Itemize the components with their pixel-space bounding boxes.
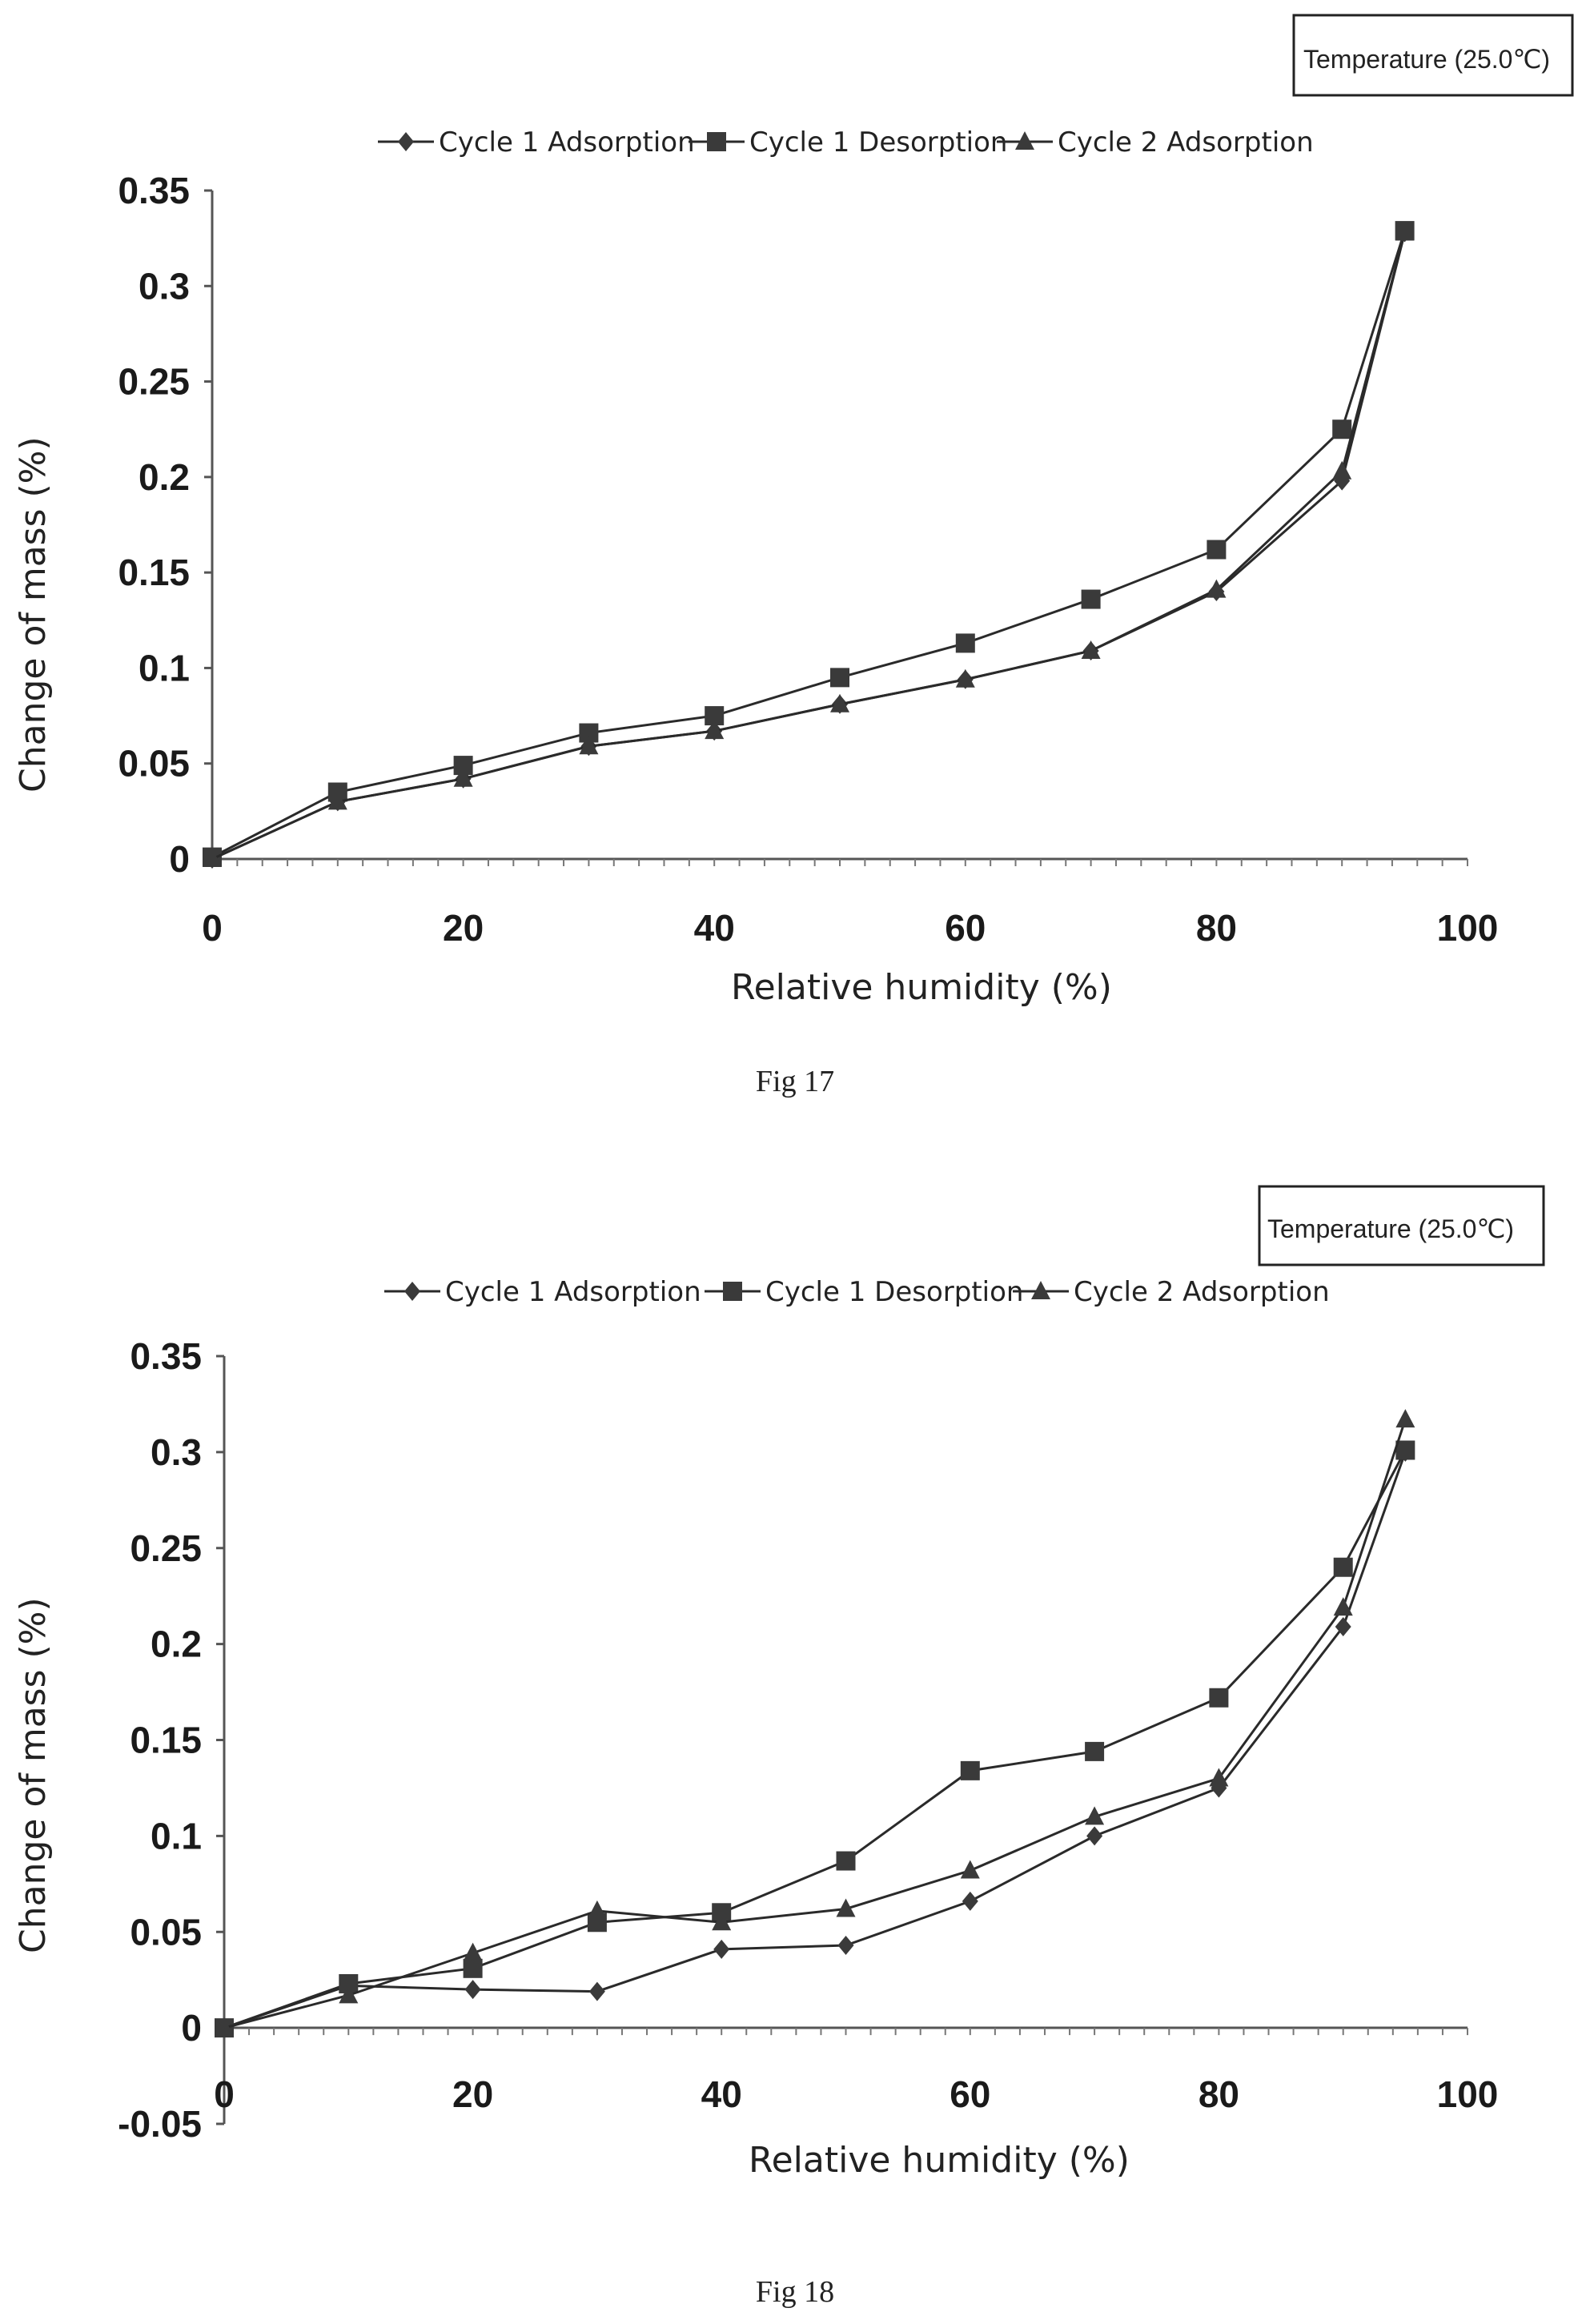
y-tick-label: 0.05 bbox=[130, 1911, 202, 1953]
data-point-triangle bbox=[705, 720, 725, 740]
temperature-note-box bbox=[1292, 14, 1574, 97]
data-point-triangle bbox=[1209, 1768, 1229, 1787]
temperature-note: Temperature (25.0℃) bbox=[1303, 45, 1550, 74]
y-tick-label: 0.15 bbox=[130, 1720, 202, 1761]
y-tick-label: 0.1 bbox=[151, 1815, 202, 1856]
data-point-square bbox=[1207, 540, 1227, 560]
series-line-triangle bbox=[223, 1419, 1407, 2029]
series-line-diamond bbox=[223, 1451, 1407, 2029]
y-tick-label: 0.1 bbox=[139, 647, 190, 688]
data-point-triangle bbox=[1332, 460, 1352, 480]
data-point-triangle bbox=[1395, 222, 1415, 241]
legend-label: Cycle 2 Adsorption bbox=[1074, 1276, 1330, 1308]
x-tick-label: 40 bbox=[694, 907, 735, 949]
data-point-triangle bbox=[203, 849, 222, 867]
data-point-square bbox=[1332, 419, 1352, 440]
legend-label: Cycle 1 Adsorption bbox=[445, 1276, 701, 1308]
legend-marker-diamond bbox=[404, 1282, 420, 1301]
chart-fig17: Temperature (25.0℃) Relative humidity (%… bbox=[13, 14, 1574, 1098]
data-point-triangle bbox=[955, 668, 975, 688]
data-point-diamond bbox=[1335, 1617, 1351, 1637]
data-point-square bbox=[955, 633, 975, 653]
data-point-triangle bbox=[579, 736, 599, 755]
y-tick-label: 0.05 bbox=[118, 743, 190, 785]
x-tick-label: 0 bbox=[202, 907, 223, 949]
legend-marker-diamond bbox=[398, 132, 414, 151]
figure-caption: Fig 17 bbox=[756, 1065, 834, 1098]
data-point-diamond bbox=[464, 1980, 481, 2000]
data-point-triangle bbox=[327, 791, 347, 810]
x-tick-label: 60 bbox=[945, 907, 986, 949]
legend-marker-triangle bbox=[1031, 1281, 1050, 1299]
y-tick-label: 0.2 bbox=[139, 456, 190, 498]
data-point-square bbox=[1085, 1741, 1105, 1761]
data-point-triangle bbox=[587, 1900, 607, 1919]
data-point-diamond bbox=[837, 1936, 854, 1956]
legend-marker-square bbox=[723, 1282, 742, 1301]
data-point-square bbox=[463, 1958, 483, 1978]
y-tick-label: 0.3 bbox=[139, 265, 190, 307]
legend-label: Cycle 1 Desorption bbox=[749, 126, 1007, 159]
y-axis-title: Change of mass (%) bbox=[13, 1597, 54, 1953]
legend-label: Cycle 1 Adsorption bbox=[439, 126, 695, 159]
x-tick-label: 60 bbox=[950, 2073, 990, 2115]
data-point-square bbox=[1395, 1440, 1415, 1460]
legend-label: Cycle 1 Desorption bbox=[765, 1276, 1023, 1308]
y-tick-label: -0.05 bbox=[118, 2103, 202, 2145]
chart-fig18: Temperature (25.0℃) Relative humidity (%… bbox=[13, 1185, 1545, 2309]
data-point-triangle bbox=[960, 1860, 980, 1879]
y-tick-label: 0.35 bbox=[130, 1335, 202, 1377]
y-tick-label: 0.3 bbox=[151, 1431, 202, 1473]
temperature-note: Temperature (25.0℃) bbox=[1267, 1214, 1514, 1243]
data-point-square bbox=[1209, 1688, 1229, 1708]
y-tick-label: 0 bbox=[181, 2007, 202, 2049]
y-tick-label: 0.2 bbox=[151, 1624, 202, 1665]
data-point-triangle bbox=[215, 2017, 234, 2037]
legend-marker-square bbox=[707, 132, 726, 151]
x-tick-label: 20 bbox=[452, 2073, 493, 2115]
x-tick-label: 80 bbox=[1196, 907, 1237, 949]
data-point-triangle bbox=[1395, 1409, 1415, 1428]
legend-marker-triangle bbox=[1015, 131, 1034, 150]
x-axis-title: Relative humidity (%) bbox=[749, 2140, 1130, 2181]
data-point-diamond bbox=[588, 1981, 605, 2001]
y-tick-label: 0.15 bbox=[118, 552, 190, 593]
data-point-triangle bbox=[1207, 579, 1227, 598]
x-tick-label: 20 bbox=[443, 907, 484, 949]
data-point-square bbox=[830, 668, 849, 688]
data-point-triangle bbox=[712, 1912, 732, 1931]
data-point-diamond bbox=[962, 1891, 978, 1911]
x-tick-label: 80 bbox=[1199, 2073, 1239, 2115]
data-point-triangle bbox=[1085, 1806, 1105, 1825]
data-point-triangle bbox=[836, 1898, 856, 1917]
series-line-square bbox=[223, 1449, 1407, 2029]
y-tick-label: 0 bbox=[169, 838, 190, 880]
x-tick-label: 40 bbox=[701, 2073, 742, 2115]
data-point-triangle bbox=[1081, 640, 1101, 659]
data-point-square bbox=[836, 1851, 856, 1871]
y-tick-label: 0.35 bbox=[118, 170, 190, 211]
data-point-diamond bbox=[1086, 1826, 1103, 1846]
x-axis-title: Relative humidity (%) bbox=[731, 967, 1112, 1008]
data-point-square bbox=[960, 1760, 980, 1780]
x-tick-label: 100 bbox=[1437, 2073, 1499, 2115]
data-point-triangle bbox=[339, 1985, 359, 2004]
figure-caption: Fig 18 bbox=[756, 2275, 834, 2309]
data-point-triangle bbox=[463, 1942, 483, 1961]
x-tick-label: 100 bbox=[1437, 907, 1499, 949]
x-tick-label: 0 bbox=[214, 2073, 235, 2115]
y-tick-label: 0.25 bbox=[130, 1527, 202, 1569]
data-point-triangle bbox=[830, 693, 849, 712]
data-point-square bbox=[1081, 589, 1101, 609]
data-point-diamond bbox=[713, 1939, 730, 1959]
data-point-square bbox=[1333, 1557, 1353, 1577]
y-tick-label: 0.25 bbox=[118, 361, 190, 403]
temperature-note-box bbox=[1258, 1185, 1545, 1266]
y-axis-title: Change of mass (%) bbox=[13, 436, 54, 793]
legend-label: Cycle 2 Adsorption bbox=[1058, 126, 1314, 159]
data-point-triangle bbox=[453, 768, 473, 787]
data-point-triangle bbox=[1333, 1597, 1353, 1616]
